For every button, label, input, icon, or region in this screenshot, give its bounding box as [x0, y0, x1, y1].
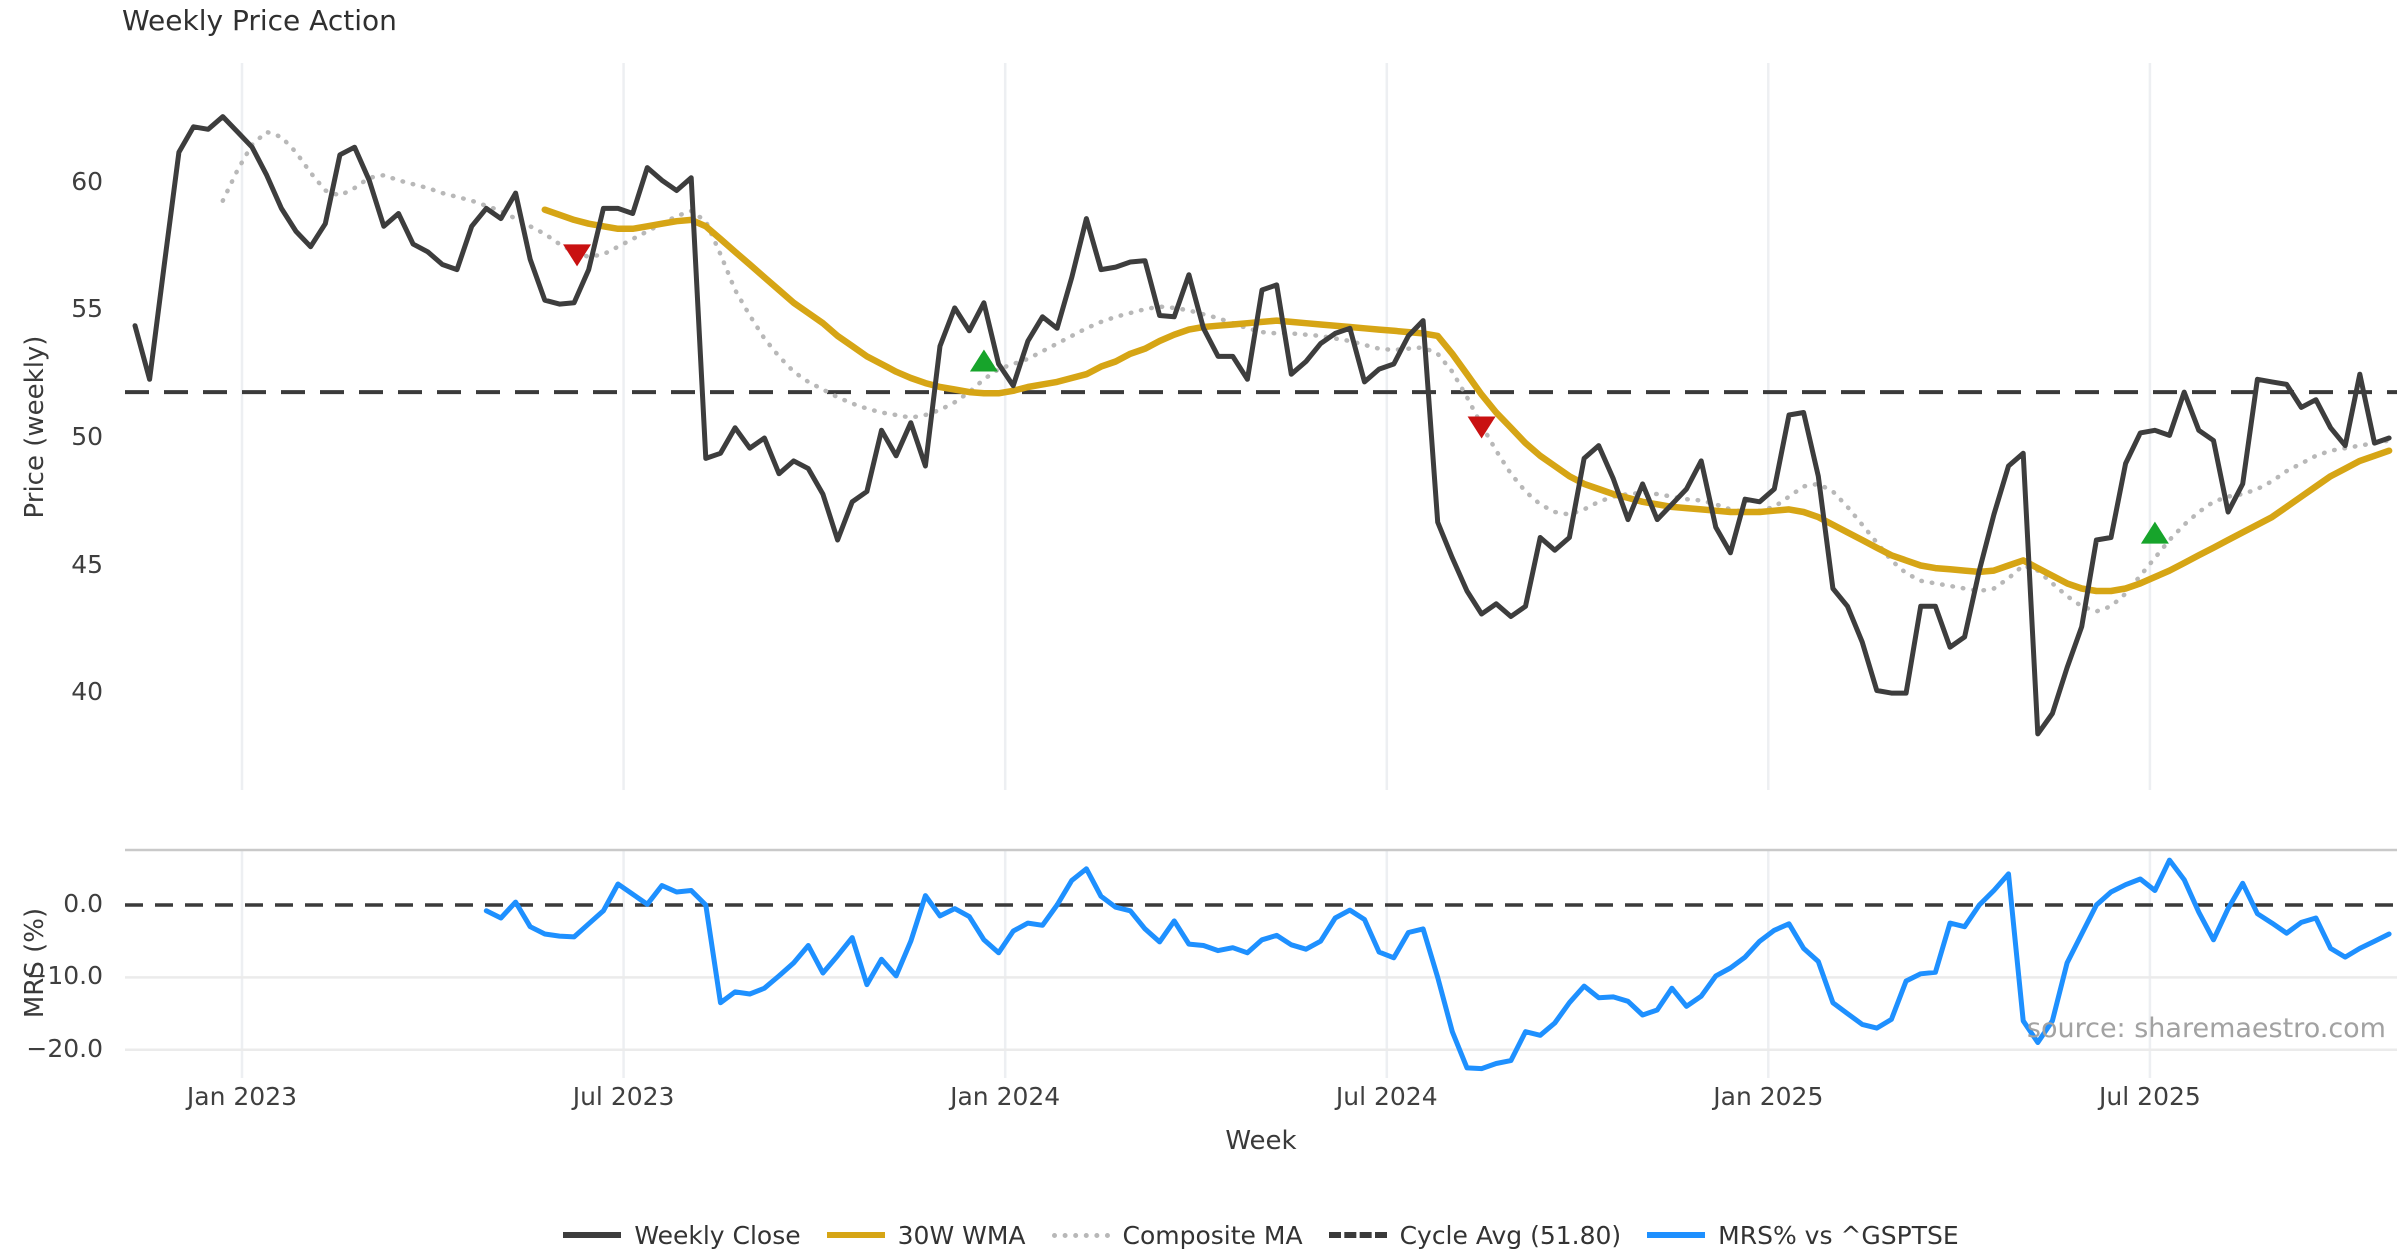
- sell-marker-icon: [563, 244, 592, 267]
- sell-marker-icon: [1467, 416, 1496, 439]
- legend-swatch-icon: [1328, 1232, 1387, 1238]
- legend-item: MRS% vs ^GSPTSE: [1647, 1220, 1959, 1250]
- x-tick-label: Jan 2025: [1713, 1082, 1824, 1111]
- composite-ma-line: [220, 129, 2392, 614]
- x-tick-label: Jan 2023: [186, 1082, 298, 1111]
- mrs-line: [483, 857, 2392, 1072]
- source-note: source: sharemaestro.com: [2026, 1013, 2386, 1044]
- legend-item: Composite MA: [1051, 1220, 1303, 1250]
- x-tick-label: Jan 2024: [950, 1082, 1061, 1111]
- legend-label: MRS% vs ^GSPTSE: [1718, 1220, 1959, 1250]
- x-tick-label: Jul 2023: [572, 1082, 675, 1111]
- legend-label: Cycle Avg (51.80): [1399, 1220, 1622, 1250]
- legend-label: Weekly Close: [634, 1220, 801, 1250]
- legend-label: 30W WMA: [897, 1220, 1026, 1250]
- buy-marker-icon: [969, 349, 998, 372]
- price-y-tick-label: 40: [71, 677, 103, 707]
- price-y-tick-label: 55: [71, 294, 103, 324]
- legend-swatch-icon: [1051, 1232, 1110, 1238]
- price-y-tick-label: 45: [71, 549, 103, 579]
- legend-swatch-icon: [563, 1232, 622, 1238]
- legend-swatch-icon: [1647, 1232, 1706, 1238]
- x-tick-label: Jul 2024: [1335, 1082, 1438, 1111]
- price-y-tick-label: 50: [71, 421, 103, 451]
- mrs-y-tick-label: −10.0: [26, 961, 103, 991]
- weekly-close-line: [132, 114, 2392, 737]
- legend-item: Cycle Avg (51.80): [1328, 1220, 1622, 1250]
- legend-label: Composite MA: [1122, 1220, 1303, 1250]
- x-tick-label: Jul 2025: [2099, 1082, 2201, 1111]
- mrs-y-tick-label: −20.0: [26, 1033, 103, 1063]
- chart-title: Weekly Price Action: [122, 4, 397, 37]
- mrs-y-tick-label: 0.0: [63, 889, 103, 918]
- legend-item: Weekly Close: [563, 1220, 801, 1250]
- x-axis-label: Week: [1225, 1126, 1297, 1156]
- legend-item: 30W WMA: [826, 1220, 1026, 1250]
- buy-marker-icon: [2140, 521, 2169, 544]
- legend-swatch-icon: [826, 1232, 885, 1238]
- legend: Weekly Close 30W WMA Composite MA Cycle Avg…: [125, 1212, 2397, 1258]
- wma-line: [541, 206, 2393, 595]
- price-y-tick-label: 60: [71, 166, 103, 196]
